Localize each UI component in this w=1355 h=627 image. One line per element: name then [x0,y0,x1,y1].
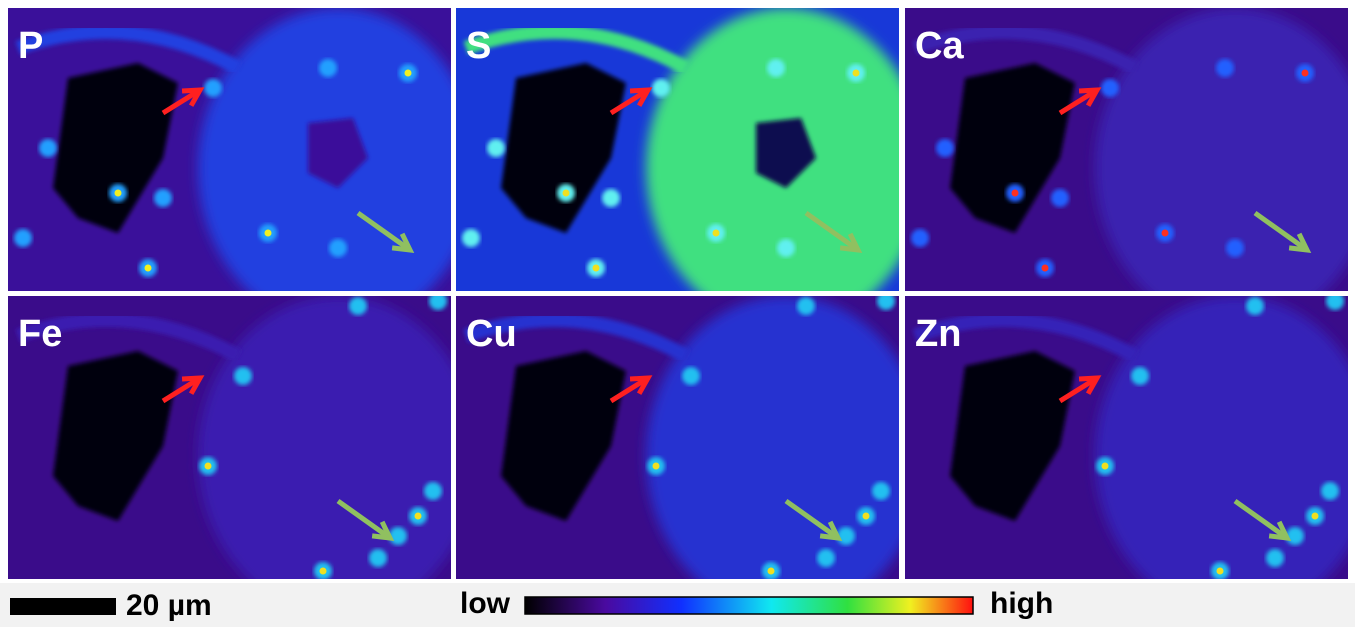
map-content [8,292,478,616]
spot [652,79,670,97]
spot [777,239,795,257]
spot [682,367,700,385]
element-label: S [466,25,491,67]
cell-body [646,296,926,616]
hot-spot [1302,70,1309,77]
map-content [456,292,926,616]
hot-spot [1012,190,1019,197]
hot-spot [1102,463,1109,470]
map-content [905,292,1355,616]
spot [602,189,620,207]
hot-spot [1042,265,1049,272]
scale-bar-label: 20 µm [126,589,212,622]
hot-spot [653,463,660,470]
element-map: S [456,8,926,328]
spot [349,297,367,315]
element-label: Ca [915,25,964,67]
panels: P S Ca Fe Cu Zn [8,8,1355,616]
hot-spot [320,568,327,575]
spot [1216,59,1234,77]
spot [204,79,222,97]
spot [1131,367,1149,385]
spot [1051,189,1069,207]
spot [154,189,172,207]
spot [872,482,890,500]
colorbar-low: low [460,587,511,620]
element-map: Zn [905,292,1355,616]
spot [817,549,835,567]
hot-spot [1217,568,1224,575]
hot-spot [713,230,720,237]
spot [329,239,347,257]
spot [424,482,442,500]
spot [911,229,929,247]
spot [319,59,337,77]
hot-spot [115,190,122,197]
element-label: P [18,25,43,67]
element-label: Fe [18,313,62,355]
map-content [8,8,478,328]
spot [936,139,954,157]
figure: P S Ca Fe Cu Zn 20 µm low high [0,0,1355,627]
element-label: Zn [915,313,961,355]
hot-spot [205,463,212,470]
hot-spot [145,265,152,272]
colorbar [525,597,973,614]
spot [14,229,32,247]
scale-bar [10,598,116,615]
cell-body [198,296,478,616]
spot [1321,482,1339,500]
spot [369,549,387,567]
element-label: Cu [466,313,517,355]
hot-spot [593,265,600,272]
element-map: Cu [456,292,926,616]
spot [1266,549,1284,567]
hot-spot [265,230,272,237]
hot-spot [853,70,860,77]
hot-spot [768,568,775,575]
spot [39,139,57,157]
spot [1101,79,1119,97]
hot-spot [415,513,422,520]
hot-spot [563,190,570,197]
hot-spot [1312,513,1319,520]
element-map: Fe [8,292,478,616]
spot [767,59,785,77]
colorbar-high: high [990,587,1053,620]
hot-spot [405,70,412,77]
spot [1226,239,1244,257]
spot [797,297,815,315]
hot-spot [863,513,870,520]
map-content [905,8,1355,328]
hot-spot [1162,230,1169,237]
spot [1246,297,1264,315]
element-map: Ca [905,8,1355,328]
element-map: P [8,8,478,328]
spot [234,367,252,385]
spot [487,139,505,157]
map-content [456,8,926,328]
spot [462,229,480,247]
